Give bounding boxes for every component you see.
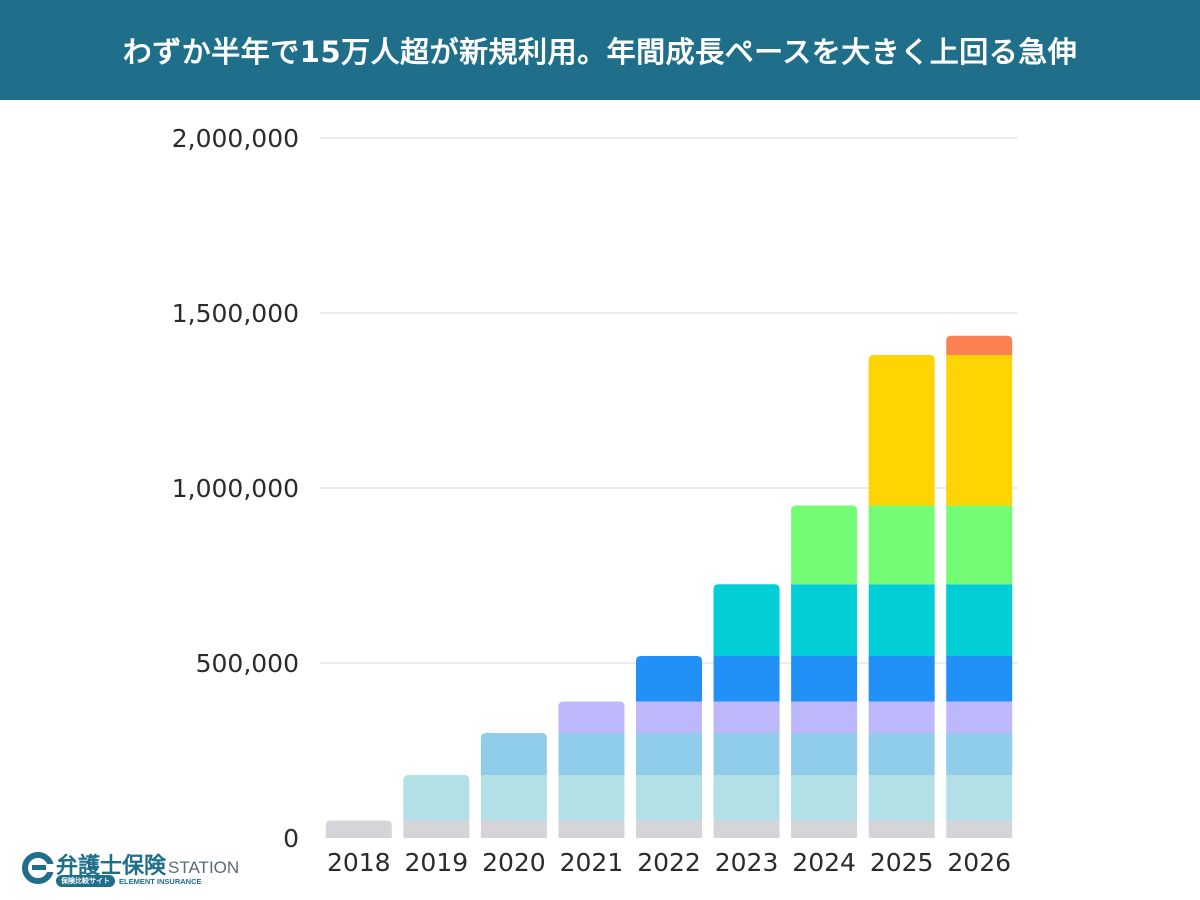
bar-segment-2026-2 [946,733,1013,775]
bar-segment-2021-1 [558,775,625,821]
bar-segment-2026-8 [946,335,1013,355]
bar-segment-2019-0 [403,820,470,838]
bar-segment-2018-0 [325,820,392,838]
bar-segment-2024-1 [791,775,858,821]
bar-segment-2026-0 [946,820,1013,838]
bar-segment-2021-3 [558,701,625,733]
x-tick-label: 2024 [792,848,856,877]
bar-segment-2024-5 [791,584,858,656]
logo-tagline: 保険比較サイト [56,875,115,887]
bar-segment-2026-3 [946,701,1013,733]
y-tick-label: 2,000,000 [172,124,299,153]
y-tick-label: 1,000,000 [172,474,299,503]
bar-segment-2023-4 [713,656,780,702]
bar-segment-2025-2 [868,733,935,775]
bar-segment-2025-7 [868,355,935,506]
bar-segment-2026-6 [946,505,1013,585]
bar-segment-2019-1 [403,775,470,821]
chart-header: わずか半年で15万人超が新規利用。年間成長ペースを大きく上回る急伸 [0,0,1200,100]
bar-segment-2026-5 [946,584,1013,656]
logo-subline: 保険比較サイト ELEMENT INSURANCE [56,875,202,887]
bar-segment-2022-0 [636,820,702,838]
y-tick-label: 0 [283,824,299,853]
bar-segment-2025-1 [868,775,935,821]
bar-segment-2022-3 [636,701,702,733]
bar-segment-2023-5 [713,584,780,656]
x-tick-label: 2025 [870,848,934,877]
bar-segment-2022-4 [636,656,702,702]
bar-segment-2024-6 [791,505,858,585]
brand-logo: 弁護士保険 STATION 保険比較サイト ELEMENT INSURANCE [22,848,262,888]
logo-e-icon [22,852,56,884]
bar-segment-2024-0 [791,820,858,838]
bar-segment-2021-0 [558,820,625,838]
y-tick-label: 1,500,000 [172,299,299,328]
bar-segment-2025-0 [868,820,935,838]
logo-company: ELEMENT INSURANCE [119,876,202,886]
x-tick-label: 2021 [560,848,624,877]
x-tick-label: 2022 [637,848,701,877]
x-tick-label: 2019 [405,848,469,877]
bar-segment-2022-1 [636,775,702,821]
bar-segment-2025-3 [868,701,935,733]
bar-segment-2023-3 [713,701,780,733]
bar-segment-2025-6 [868,505,935,585]
bar-segment-2024-4 [791,656,858,702]
logo-name: 弁護士保険 [56,854,167,879]
bar-segment-2026-1 [946,775,1013,821]
bar-segment-2021-2 [558,733,625,775]
y-tick-label: 500,000 [196,649,299,678]
x-tick-label: 2018 [327,848,391,877]
bar-segment-2023-0 [713,820,780,838]
bar-segment-2025-5 [868,584,935,656]
bar-segment-2025-4 [868,656,935,702]
bar-segment-2026-4 [946,656,1013,702]
bar-segment-2020-2 [480,733,547,775]
logo-station: STATION [168,858,240,877]
bar-segment-2020-1 [480,775,547,821]
x-tick-label: 2026 [947,848,1011,877]
x-tick-label: 2020 [482,848,546,877]
bar-segment-2020-0 [480,820,547,838]
bar-segment-2023-2 [713,733,780,775]
bar-segment-2024-2 [791,733,858,775]
bar-segment-2022-2 [636,733,702,775]
x-tick-label: 2023 [715,848,779,877]
bar-segment-2024-3 [791,701,858,733]
chart-title: わずか半年で15万人超が新規利用。年間成長ペースを大きく上回る急伸 [122,35,1078,69]
bar-segment-2026-7 [946,355,1013,506]
logo-wordmark: 弁護士保険 STATION [56,848,239,880]
bar-segment-2023-1 [713,775,780,821]
